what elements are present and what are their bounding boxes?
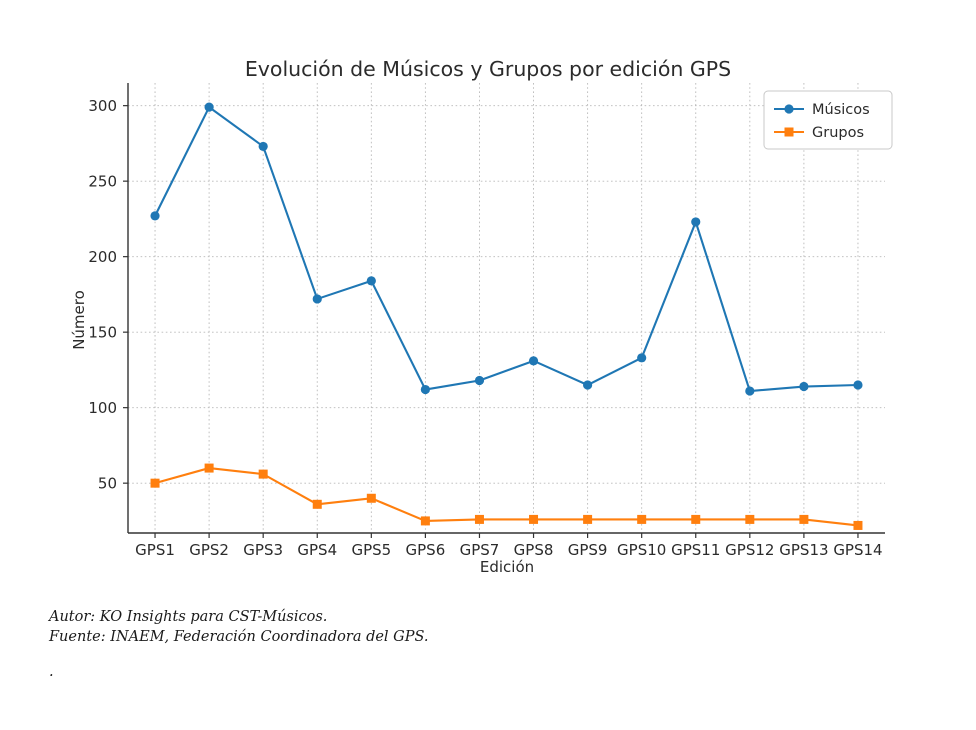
x-tick-label: GPS14 xyxy=(833,541,882,559)
y-axis-tick-labels: 50 100 150 200 250 300 xyxy=(88,97,117,493)
data-point-marker xyxy=(745,514,755,524)
footnote-source: Fuente: INAEM, Federación Coordinadora d… xyxy=(49,629,429,645)
x-tick-label: GPS6 xyxy=(406,541,446,559)
x-tick-label: GPS10 xyxy=(617,541,666,559)
x-tick-label: GPS2 xyxy=(189,541,229,559)
x-axis-tick-labels: GPS1 GPS2 GPS3 GPS4 GPS5 GPS6 GPS7 GPS8 GPS9 GPS1… xyxy=(135,541,882,559)
y-tick-label: 300 xyxy=(88,97,117,115)
chart-title: Evolución de Músicos y Grupos por edició… xyxy=(245,57,731,81)
grid-lines xyxy=(128,83,885,533)
data-point-marker xyxy=(366,493,376,503)
x-tick-label: GPS3 xyxy=(243,541,283,559)
data-point-marker xyxy=(150,211,160,221)
x-tick-label: GPS5 xyxy=(351,541,391,559)
series-grupos xyxy=(150,463,863,530)
x-tick-label: GPS13 xyxy=(779,541,828,559)
data-point-marker xyxy=(420,384,430,395)
data-point-marker xyxy=(637,353,647,363)
data-point-marker xyxy=(799,381,809,392)
legend-marker-sample xyxy=(784,104,794,114)
data-point-marker xyxy=(853,380,863,390)
x-tick-label: GPS7 xyxy=(460,541,500,559)
x-axis-label: Edición xyxy=(480,558,534,576)
legend-frame xyxy=(763,90,893,150)
data-point-marker xyxy=(583,380,593,390)
legend-label-músicos[interactable]: Músicos xyxy=(812,102,870,118)
data-point-marker xyxy=(420,516,430,526)
data-point-marker xyxy=(637,514,647,524)
axis-ticks xyxy=(123,105,859,538)
x-tick-label: GPS11 xyxy=(671,541,720,559)
data-point-marker xyxy=(529,514,539,524)
data-point-marker xyxy=(204,102,214,112)
y-tick-label: 200 xyxy=(88,248,117,266)
y-tick-label: 50 xyxy=(98,475,117,493)
data-point-marker xyxy=(853,520,863,530)
series-músicos xyxy=(150,102,863,396)
y-tick-label: 150 xyxy=(88,324,117,342)
x-tick-label: GPS4 xyxy=(297,541,337,559)
chart-legend[interactable]: Músicos Grupos xyxy=(763,90,893,150)
data-point-marker xyxy=(745,386,755,396)
x-tick-label: GPS12 xyxy=(725,541,774,559)
footnote-trailing-mark: . xyxy=(49,664,54,680)
data-point-marker xyxy=(691,217,701,227)
data-series-group xyxy=(150,102,863,530)
chart-figure: Evolución de Músicos y Grupos por edició… xyxy=(70,57,893,576)
axis-spines xyxy=(127,83,885,534)
data-point-marker xyxy=(312,294,322,304)
data-point-marker xyxy=(474,375,485,386)
data-point-marker xyxy=(583,514,593,524)
series-line-path xyxy=(153,467,860,527)
x-tick-label: GPS8 xyxy=(514,541,554,559)
y-tick-label: 250 xyxy=(88,173,117,191)
data-point-marker xyxy=(528,356,539,366)
data-point-marker xyxy=(474,514,484,524)
data-point-marker xyxy=(150,478,160,488)
data-point-marker xyxy=(204,463,214,473)
data-point-marker xyxy=(691,514,701,524)
data-point-marker xyxy=(258,469,268,479)
x-tick-label: GPS1 xyxy=(135,541,175,559)
line-chart-svg: Evolución de Músicos y Grupos por edició… xyxy=(70,57,893,576)
data-point-marker xyxy=(258,141,268,152)
x-tick-label: GPS9 xyxy=(568,541,608,559)
y-axis-label: Número xyxy=(70,290,88,350)
legend-label-grupos[interactable]: Grupos xyxy=(812,125,864,141)
data-point-marker xyxy=(366,276,376,286)
y-tick-label: 100 xyxy=(88,399,117,417)
data-point-marker xyxy=(799,514,809,524)
figure-footnotes: Autor: KO Insights para CST-Músicos. Fue… xyxy=(49,607,849,680)
series-line-path xyxy=(153,106,860,393)
data-point-marker xyxy=(312,499,322,509)
legend-marker-sample xyxy=(784,127,794,137)
footnote-author: Autor: KO Insights para CST-Músicos. xyxy=(49,609,328,625)
